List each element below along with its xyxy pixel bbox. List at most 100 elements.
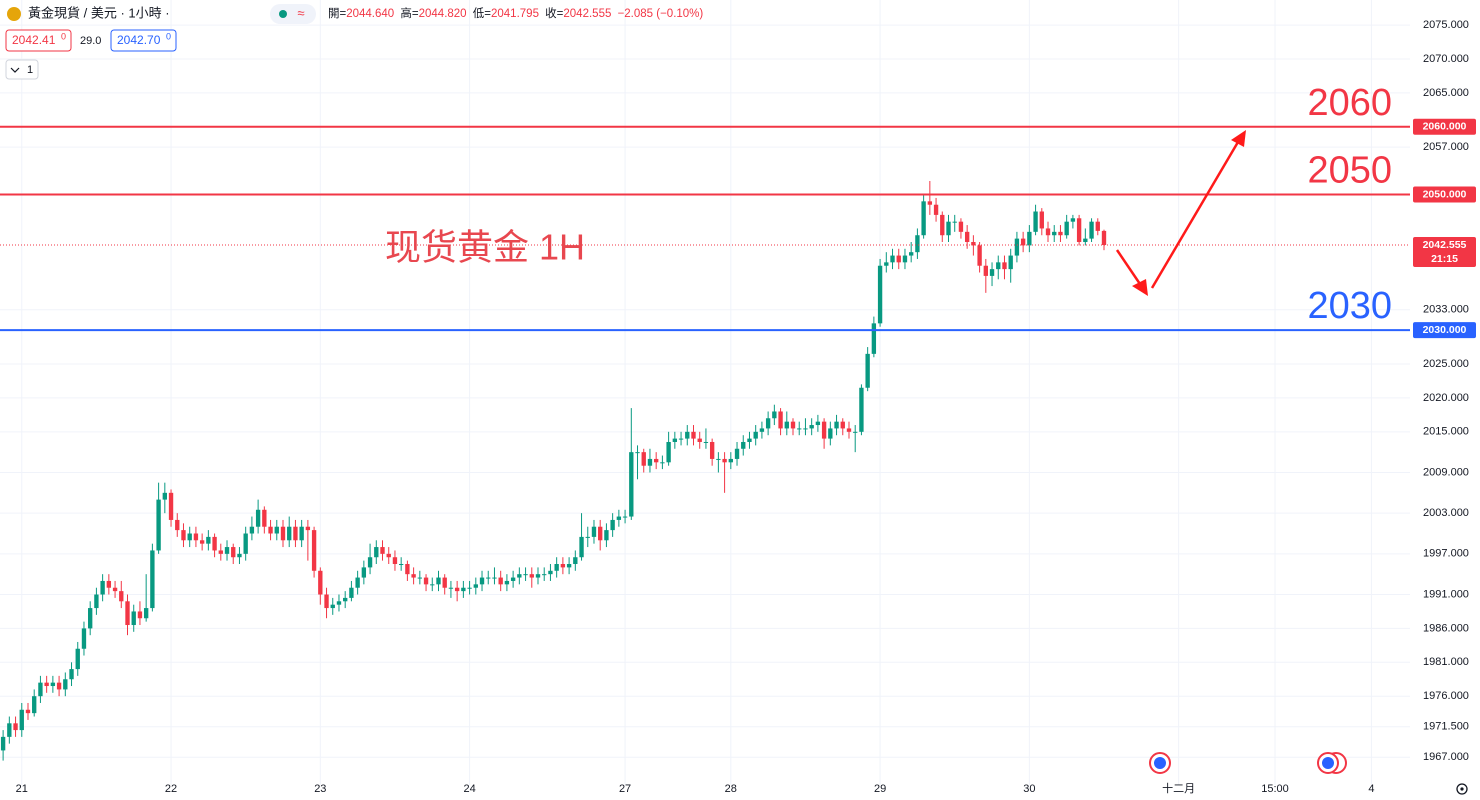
candle-body: [361, 567, 367, 578]
candle-body: [81, 628, 87, 649]
level-badge: [1413, 118, 1476, 135]
candle-body: [529, 574, 534, 578]
candle-body: [1039, 211, 1044, 229]
ohlc-key: 開=: [328, 7, 346, 20]
symbol-icon: [7, 7, 21, 21]
candle-body: [1045, 228, 1051, 236]
candle-body: [747, 438, 752, 442]
level-label: 2050: [1307, 150, 1392, 192]
indicator-count: 1: [27, 64, 33, 76]
y-tick-label: 2020.000: [1423, 392, 1469, 404]
candle-body: [672, 438, 678, 442]
candle-body: [834, 421, 839, 429]
candle-body: [759, 428, 765, 432]
candle-body: [933, 204, 939, 215]
axes: 2075.000 2070.000 2065.000 2057.000 2033.000…: [16, 19, 1469, 795]
candle-body: [604, 530, 609, 541]
status-pill[interactable]: [270, 4, 316, 24]
candle-body: [19, 709, 24, 731]
candle-body: [498, 577, 503, 585]
candle-body: [405, 564, 410, 575]
candle-body: [398, 564, 404, 566]
sell-button[interactable]: [5, 29, 72, 52]
candle-body: [666, 441, 671, 463]
candle-body: [75, 648, 80, 670]
candle-body: [343, 597, 348, 602]
event-flag[interactable]: [1317, 752, 1347, 774]
candle-body: [765, 418, 771, 429]
candle-body: [610, 519, 615, 531]
countdown-text: 21:15: [1431, 253, 1458, 265]
forecast-arrows: [1115, 141, 1240, 289]
candle-body: [840, 421, 845, 429]
level-badge-text: 2030.000: [1423, 324, 1467, 336]
candle-body: [268, 526, 273, 534]
candle-body: [299, 526, 304, 541]
y-tick-label: 2070.000: [1423, 53, 1469, 65]
candle-body: [1070, 218, 1076, 222]
x-tick-label: 23: [314, 783, 326, 795]
candle-body: [709, 441, 715, 459]
candle-body: [548, 570, 553, 575]
overlays: 2060 2060.000 2050 2050.000 2030 2030.000 2042…: [385, 82, 1476, 339]
candle-body: [367, 557, 373, 568]
candle-body: [237, 553, 242, 558]
candle-body: [964, 231, 970, 243]
candle-body: [69, 669, 74, 680]
candle-body: [175, 519, 180, 531]
candle-body: [927, 201, 933, 205]
candle-body: [523, 574, 528, 576]
candle-body: [653, 458, 659, 463]
market-open-dot: [279, 10, 287, 18]
candle-body: [865, 353, 870, 388]
candle-body: [554, 564, 559, 571]
y-tick-label: 2065.000: [1423, 87, 1469, 99]
ohlc-value: 2044.640: [346, 8, 394, 20]
event-flag[interactable]: [1149, 752, 1171, 774]
arrow-down: [1115, 249, 1144, 288]
y-tick-label: 2015.000: [1423, 426, 1469, 438]
candle-body: [274, 526, 279, 534]
candle-body: [212, 536, 217, 551]
candle-body: [473, 584, 478, 588]
candle-body: [448, 587, 454, 589]
sell-price-sup: 0: [61, 31, 66, 41]
candle-body: [318, 570, 323, 595]
buy-button[interactable]: [110, 29, 177, 52]
candle-body: [467, 587, 472, 589]
candle-body: [566, 564, 572, 568]
x-tick-label: 27: [619, 783, 631, 795]
candle-body: [380, 547, 385, 554]
candle-body: [797, 428, 802, 430]
candle-body: [106, 580, 112, 588]
candle-body: [1076, 218, 1082, 243]
candle-body: [305, 526, 311, 531]
candle-body: [44, 682, 49, 687]
candle-body: [143, 608, 149, 619]
candle-body: [946, 221, 951, 236]
settings-icon[interactable]: [1456, 783, 1468, 795]
y-tick-label: 1971.500: [1423, 721, 1469, 733]
indicator-toggle[interactable]: [5, 59, 39, 80]
candle-body: [349, 587, 354, 598]
candle-body: [1089, 221, 1094, 239]
candle-body: [423, 577, 429, 585]
candle-body: [38, 682, 43, 697]
candle-body: [915, 235, 920, 253]
candle-body: [181, 530, 186, 541]
candle-body: [753, 431, 758, 439]
candle-body: [909, 252, 914, 256]
candle-body: [722, 458, 727, 463]
candle-body: [940, 214, 945, 236]
candle-body: [206, 536, 211, 544]
x-tick-label: 22: [165, 783, 177, 795]
candle-body: [1020, 238, 1026, 246]
candle-body: [815, 421, 821, 426]
candle-body: [131, 611, 136, 626]
y-tick-label: 1991.000: [1423, 588, 1469, 600]
symbol-title[interactable]: 黃金現貨 / 美元 · 1小時 ·: [28, 5, 170, 20]
candle-body: [902, 255, 908, 263]
x-tick-label: 4: [1368, 783, 1374, 795]
candle-body: [772, 411, 777, 419]
